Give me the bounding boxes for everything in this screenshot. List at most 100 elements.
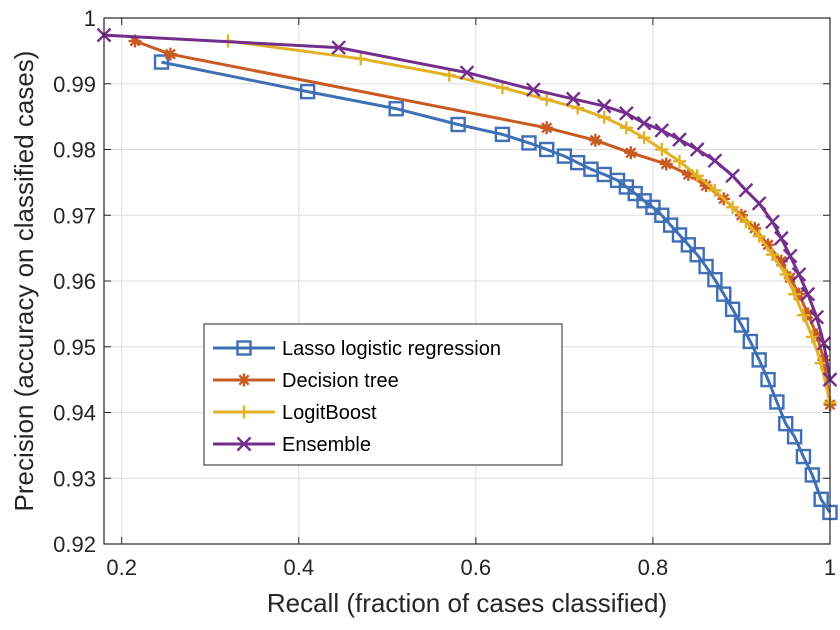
point-marker [681, 167, 695, 181]
point-marker [791, 267, 807, 282]
point-marker [526, 82, 541, 98]
point-marker [153, 54, 170, 70]
point-marker [739, 215, 753, 229]
point-marker [680, 237, 697, 253]
point-marker [742, 333, 759, 350]
point-marker [645, 199, 661, 216]
point-marker [738, 182, 754, 198]
legend-entry-ensemble: Ensemble [213, 434, 371, 456]
point-marker [788, 287, 802, 301]
tick-marks [104, 17, 831, 545]
point-marker [751, 352, 767, 368]
legend-label: LogitBoost [282, 402, 377, 424]
point-marker [538, 141, 555, 158]
legend-label: Lasso logistic regression [282, 338, 501, 360]
y-tick-label: 1 [84, 6, 96, 31]
point-marker [236, 340, 252, 356]
point-marker [782, 248, 798, 264]
point-marker [765, 248, 779, 262]
point-marker [810, 328, 824, 342]
point-marker [597, 110, 611, 124]
point-marker [765, 214, 780, 230]
point-marker [619, 105, 634, 121]
point-marker [748, 221, 762, 235]
series-lasso-logistic-regression [153, 54, 838, 521]
point-marker [778, 415, 794, 432]
point-marker [636, 115, 652, 131]
point-marker [817, 353, 831, 367]
legend-entry-logitboost: LogitBoost [213, 402, 377, 424]
point-marker [774, 254, 788, 268]
point-marker [459, 65, 475, 80]
point-marker [494, 126, 511, 143]
point-marker [809, 309, 825, 325]
point-marker [773, 230, 789, 246]
point-marker [163, 47, 177, 61]
point-marker [760, 371, 776, 388]
point-marker [565, 91, 581, 107]
x-tick-label: 1 [824, 555, 836, 580]
point-marker [237, 373, 251, 387]
point-marker [331, 40, 346, 55]
point-marker [655, 143, 669, 156]
x-axis-label: Recall (fraction of cases classified) [267, 588, 667, 618]
point-marker [654, 207, 670, 223]
x-tick-labels: 0.2 0.4 0.6 0.8 1 [106, 555, 836, 580]
point-marker [588, 133, 602, 147]
x-tick-label: 0.6 [461, 555, 492, 580]
point-marker [662, 217, 679, 233]
point-marker [672, 154, 686, 168]
point-marker [689, 246, 705, 263]
point-marker [521, 135, 537, 151]
point-marker [672, 132, 687, 147]
point-marker [707, 271, 723, 288]
point-marker [236, 436, 252, 452]
point-marker [388, 101, 404, 117]
point-marker [637, 131, 651, 145]
point-marker [495, 81, 509, 95]
y-tick-label: 0.92 [53, 532, 96, 557]
point-marker [804, 467, 820, 483]
y-tick-labels: 0.92 0.93 0.94 0.95 0.96 0.97 0.98 0.99 1 [53, 6, 96, 557]
y-tick-label: 0.98 [53, 138, 96, 163]
point-marker [801, 307, 815, 321]
y-tick-label: 0.97 [53, 203, 96, 228]
series-lines [96, 27, 838, 521]
point-marker [596, 98, 612, 114]
point-marker [540, 121, 554, 135]
y-tick-label: 0.99 [53, 72, 96, 97]
point-marker [716, 286, 732, 302]
point-marker [795, 448, 812, 465]
point-marker [786, 429, 803, 445]
point-marker [707, 153, 723, 169]
point-marker [814, 356, 828, 370]
legend-label: Decision tree [282, 370, 399, 392]
point-marker [752, 229, 766, 243]
point-marker [724, 301, 741, 317]
series-line [161, 60, 832, 514]
point-marker [805, 330, 819, 344]
point-marker [619, 121, 633, 135]
point-marker [689, 142, 705, 157]
point-marker [237, 405, 251, 419]
point-marker [442, 68, 456, 82]
series-ensemble [96, 27, 838, 387]
point-marker [726, 200, 740, 214]
point-marker [699, 179, 713, 193]
point-marker [751, 196, 767, 211]
point-marker [796, 308, 810, 322]
point-marker [783, 271, 797, 285]
legend-entry-decision-tree: Decision tree [213, 370, 399, 392]
point-marker [761, 238, 775, 252]
point-marker [450, 116, 466, 133]
y-tick-label: 0.93 [53, 466, 96, 491]
point-marker [708, 183, 722, 197]
point-marker [624, 146, 638, 160]
point-marker [299, 83, 316, 100]
legend-label: Ensemble [282, 434, 371, 456]
point-marker [779, 267, 793, 281]
y-axis-label: Precision (accuracy on classified cases) [9, 51, 39, 512]
point-marker [800, 286, 816, 302]
point-marker [128, 34, 142, 48]
y-tick-label: 0.96 [53, 269, 96, 294]
